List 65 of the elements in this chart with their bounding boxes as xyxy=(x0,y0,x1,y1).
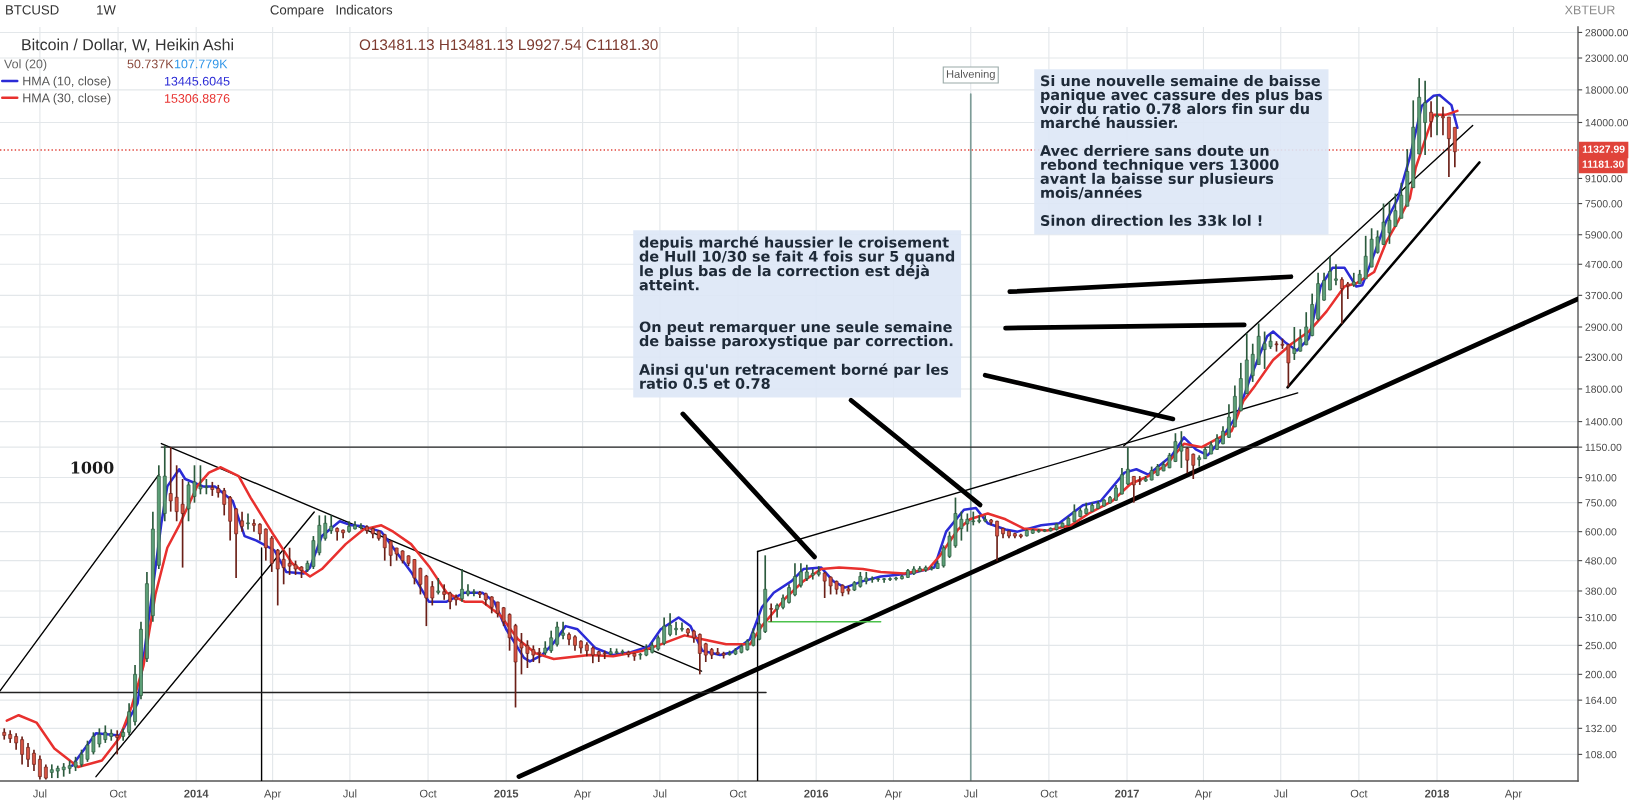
x-tick-label: Apr xyxy=(264,789,282,800)
y-tick-label: 480.00 xyxy=(1585,557,1617,565)
y-tick-label: 28000.00 xyxy=(1585,28,1628,37)
text: BTCUSD xyxy=(6,5,59,15)
text: Compare xyxy=(270,5,324,18)
annotation: 13445.6045 xyxy=(164,76,230,86)
x-tick-label: 2017 xyxy=(1115,789,1139,798)
text: 1W xyxy=(97,5,116,15)
y-tick-label: 3700.00 xyxy=(1585,291,1623,300)
y-tick-label: 1800.00 xyxy=(1585,385,1623,393)
x-tick-label: Jul xyxy=(963,789,978,798)
y-tick-label: 5900.00 xyxy=(1585,231,1623,239)
x-tick-label: Apr xyxy=(884,789,902,800)
legend-label: HMA (30, close) xyxy=(23,93,111,105)
x-tick-label: Jul xyxy=(32,789,47,798)
x-tick-label: Oct xyxy=(109,789,127,798)
x-tick-label: 2015 xyxy=(494,789,519,798)
ref-line-label: 11327.99 xyxy=(1582,145,1625,153)
x-tick-label: Apr xyxy=(574,789,592,800)
annotation: 50.737K xyxy=(127,59,174,69)
y-tick-label: 600.00 xyxy=(1585,528,1617,536)
y-tick-label: 1400.00 xyxy=(1585,418,1623,426)
y-tick-label: 18000.00 xyxy=(1585,86,1628,94)
y-tick-label: 108.00 xyxy=(1585,750,1617,759)
x-tick-label: Oct xyxy=(729,789,747,798)
text: O13481.13 H13481.13 L9927.54 C11181.30 xyxy=(359,39,658,51)
y-tick-label: 132.00 xyxy=(1585,724,1617,733)
text: 11181.30 xyxy=(1582,160,1624,168)
y-tick-label: 14000.00 xyxy=(1585,118,1628,127)
text: Bitcoin / Dollar, W, Heikin Ashi xyxy=(22,38,233,53)
x-tick-label: 2018 xyxy=(1425,789,1450,798)
y-tick-label: 750.00 xyxy=(1585,499,1617,507)
text: Indicators xyxy=(336,4,393,15)
text: XBTEUR xyxy=(1564,5,1615,15)
x-tick-label: Apr xyxy=(1504,789,1522,800)
legend-label: HMA (10, close) xyxy=(23,76,111,88)
y-tick-label: 7500.00 xyxy=(1585,200,1623,208)
annotation: 1000 xyxy=(71,461,114,474)
y-tick-label: 164.00 xyxy=(1585,696,1617,705)
x-tick-label: Oct xyxy=(419,789,437,798)
x-tick-label: Jul xyxy=(1273,789,1288,798)
y-tick-label: 310.00 xyxy=(1585,613,1617,622)
y-tick-label: 380.00 xyxy=(1585,587,1617,595)
y-tick-label: 250.00 xyxy=(1585,641,1617,650)
text: Si une nouvelle semaine de baisse panique avec cassure des plus bas voir du ratio 0.78 alors fin sur du marché haussier. Avec derriere sans doute un rebond technique vers 13000 avant la baisse sur plusieurs mois/années Sinon direction les 33k lol ! xyxy=(1040,75,1323,226)
x-tick-label: 2016 xyxy=(804,789,829,798)
ref-line-label: Halvening xyxy=(946,69,995,81)
y-tick-label: 2300.00 xyxy=(1585,353,1623,361)
y-tick-label: 9100.00 xyxy=(1585,174,1623,183)
text: depuis marché haussier le croisement de Hull 10/30 se fait 4 fois sur 5 quand le plus bas de la correction est déjà atteint. On peut remarquer une seule semaine de baisse paroxystique par correction. Ainsi qu'un retracement borné par les ratio 0.5 et 0.78 xyxy=(639,236,955,389)
y-tick-label: 4700.00 xyxy=(1585,260,1623,269)
y-tick-label: 1150.00 xyxy=(1585,443,1622,452)
x-tick-label: Apr xyxy=(1194,789,1212,800)
x-tick-label: Oct xyxy=(1040,789,1058,798)
y-tick-label: 23000.00 xyxy=(1585,54,1628,62)
y-tick-label: 910.00 xyxy=(1585,474,1617,482)
y-tick-label: 2900.00 xyxy=(1585,323,1623,331)
x-tick-label: Jul xyxy=(342,789,357,798)
annotation: 107.779K xyxy=(174,59,228,69)
x-tick-label: Jul xyxy=(652,789,667,798)
annotation: 15306.8876 xyxy=(164,94,230,103)
x-tick-label: 2014 xyxy=(184,789,209,798)
annotation: Vol (20) xyxy=(4,59,47,71)
y-tick-label: 200.00 xyxy=(1585,670,1617,679)
x-tick-label: Oct xyxy=(1350,789,1368,798)
